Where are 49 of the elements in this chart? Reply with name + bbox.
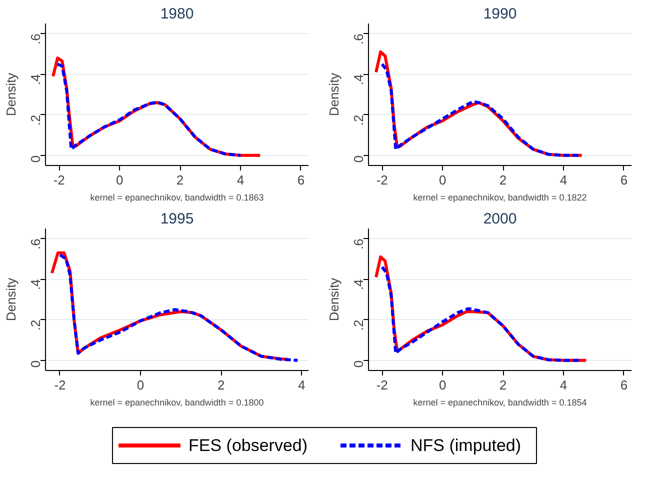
x-axis-title: kernel = epanechnikov, bandwidth = 0.1822: [413, 192, 587, 202]
y-tick-label: .4: [28, 74, 43, 86]
y-tick-label: 0: [28, 360, 43, 368]
x-tick-label: 6: [620, 172, 628, 188]
x-tick-label: 0: [438, 172, 446, 188]
x-tick-label: -2: [376, 172, 388, 188]
y-tick-label: 0: [351, 155, 366, 163]
x-tick-label: 2: [499, 378, 507, 392]
y-tick-label: .4: [28, 279, 43, 290]
x-tick-label: -2: [376, 378, 388, 392]
y-tick-label: .2: [351, 114, 366, 126]
x-tick-label: 0: [116, 172, 124, 188]
legend-label: FES (observed): [188, 436, 308, 455]
x-tick-label: 6: [297, 172, 305, 188]
x-tick-label: 2: [217, 378, 225, 392]
y-tick-label: .2: [28, 114, 43, 126]
x-axis-title: kernel = epanechnikov, bandwidth = 0.1854: [413, 398, 587, 408]
y-axis-title: Density: [326, 72, 342, 116]
y-tick-label: .2: [28, 320, 43, 331]
y-tick-label: .6: [28, 238, 43, 250]
y-tick-label: .2: [351, 320, 366, 331]
x-axis-title: kernel = epanechnikov, bandwidth = 0.1863: [90, 192, 264, 202]
x-tick-label: 2: [176, 172, 184, 188]
y-tick-label: .4: [351, 74, 366, 86]
x-tick-label: 4: [560, 378, 568, 392]
chart-title: 1980: [160, 6, 194, 22]
legend-label: NFS (imputed): [410, 436, 522, 455]
y-tick-label: .4: [351, 279, 366, 290]
x-tick-label: 0: [136, 378, 144, 392]
y-axis-title: Density: [326, 277, 342, 322]
x-tick-label: 2: [499, 172, 507, 188]
x-tick-label: -2: [54, 378, 66, 392]
x-tick-label: 4: [298, 378, 306, 392]
x-tick-label: 0: [438, 378, 446, 392]
x-tick-label: 4: [560, 172, 568, 188]
y-tick-label: .6: [351, 238, 366, 250]
chart-title: 1995: [160, 210, 194, 228]
x-tick-label: 6: [620, 378, 628, 392]
y-tick-label: .6: [351, 34, 366, 44]
y-axis-title: Density: [4, 277, 18, 322]
y-tick-label: 0: [28, 155, 43, 163]
x-tick-label: -2: [53, 172, 65, 188]
x-axis-title: kernel = epanechnikov, bandwidth = 0.1800: [90, 398, 264, 408]
x-tick-label: 4: [236, 172, 244, 188]
y-axis-title: Density: [4, 72, 18, 116]
y-tick-label: .6: [28, 34, 43, 44]
y-tick-label: 0: [351, 360, 366, 368]
chart-title: 2000: [483, 210, 517, 228]
chart-title: 1990: [483, 6, 517, 22]
